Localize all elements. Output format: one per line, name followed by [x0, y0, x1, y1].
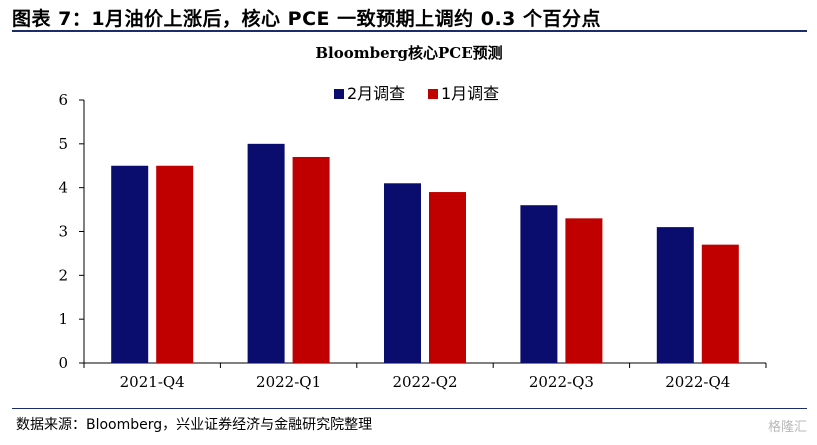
y-tick-label: 0 — [58, 354, 68, 372]
bar-feb-survey — [111, 165, 149, 363]
bar-feb-survey — [384, 183, 421, 363]
y-tick-label: 6 — [58, 91, 68, 109]
legend-swatch — [334, 89, 344, 99]
figure-title: 图表 7：1月油价上涨后，核心 PCE 一致预期上调约 0.3 个百分点 — [12, 8, 602, 30]
bar-jan-survey — [429, 192, 466, 363]
source-note: 数据来源：Bloomberg，兴业证券经济与金融研究院整理 — [16, 417, 373, 433]
title-rule — [12, 30, 807, 32]
legend-swatch — [428, 89, 438, 99]
x-tick-label: 2022-Q3 — [529, 373, 594, 391]
x-tick-label: 2022-Q4 — [665, 373, 730, 391]
bar-jan-survey — [292, 156, 330, 363]
y-tick-label: 5 — [58, 135, 68, 153]
bar-feb-survey — [656, 227, 694, 363]
watermark: 格隆汇 — [767, 420, 807, 435]
y-tick-label: 4 — [58, 179, 68, 197]
bar-jan-survey — [156, 165, 194, 363]
bar-feb-survey — [247, 143, 285, 363]
source-rule — [12, 408, 807, 409]
bar-jan-survey — [701, 244, 739, 363]
x-tick-label: 2021-Q4 — [120, 373, 185, 391]
x-tick-label: 2022-Q1 — [256, 373, 321, 391]
x-tick-label: 2022-Q2 — [392, 373, 457, 391]
bar-jan-survey — [565, 218, 603, 363]
bar-feb-survey — [520, 205, 558, 363]
y-tick-label: 3 — [58, 223, 68, 241]
y-tick-label: 1 — [58, 310, 68, 328]
legend-label: 2月调查 — [347, 84, 405, 103]
legend-label: 1月调查 — [441, 84, 499, 103]
y-tick-label: 2 — [58, 266, 68, 284]
chart-title: Bloomberg核心PCE预测 — [315, 44, 502, 62]
